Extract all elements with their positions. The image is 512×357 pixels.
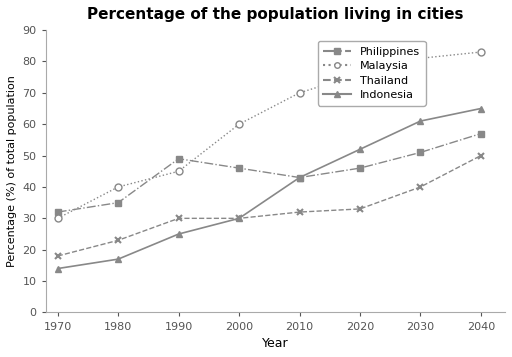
Legend: Philippines, Malaysia, Thailand, Indonesia: Philippines, Malaysia, Thailand, Indones… — [317, 41, 425, 106]
Title: Percentage of the population living in cities: Percentage of the population living in c… — [87, 7, 463, 22]
X-axis label: Year: Year — [262, 337, 289, 350]
Y-axis label: Percentage (%) of total population: Percentage (%) of total population — [7, 75, 17, 267]
